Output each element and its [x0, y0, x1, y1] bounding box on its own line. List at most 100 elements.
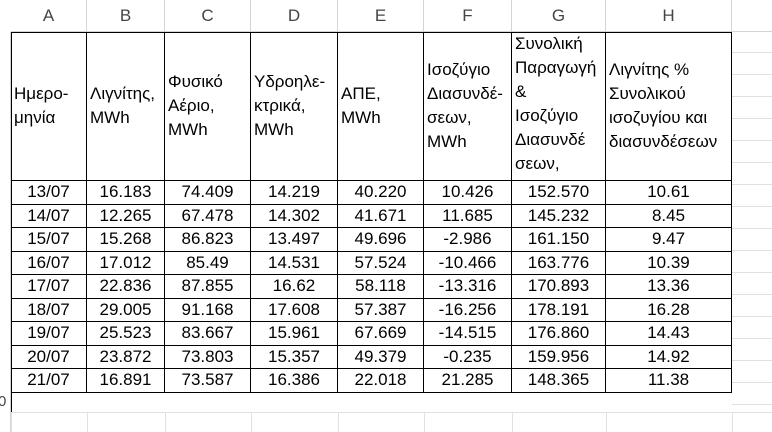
column-header-b[interactable]: B: [87, 0, 165, 32]
table-cell[interactable]: 74.409: [165, 181, 251, 205]
table-cell[interactable]: 13.36: [606, 275, 732, 299]
table-cell[interactable]: 17/07: [11, 275, 87, 299]
table-cell[interactable]: 15.268: [87, 228, 165, 252]
column-header-d[interactable]: D: [251, 0, 338, 32]
table-cell[interactable]: 85.49: [165, 251, 251, 275]
table-cell[interactable]: 14.92: [606, 345, 732, 369]
table-cell[interactable]: 178.191: [512, 298, 606, 322]
table-cell[interactable]: 25.523: [87, 322, 165, 346]
table-cell[interactable]: 17.012: [87, 251, 165, 275]
table-cell[interactable]: 23.872: [87, 345, 165, 369]
table-cell[interactable]: 16.891: [87, 369, 165, 393]
header-cell-a[interactable]: Ημερο- μηνία: [11, 32, 87, 181]
header-cell-d[interactable]: Υδροηλε- κτρικά, MWh: [251, 32, 338, 181]
table-cell[interactable]: 16.183: [87, 181, 165, 205]
table-cell[interactable]: 41.671: [338, 204, 424, 228]
table-cell[interactable]: 163.776: [512, 251, 606, 275]
header-text: Υδροηλε- κτρικά, MWh: [254, 72, 326, 139]
table-cell[interactable]: 22.018: [338, 369, 424, 393]
table-cell[interactable]: 58.118: [338, 275, 424, 299]
gridline: [732, 118, 772, 119]
table-cell[interactable]: -2.986: [424, 228, 512, 252]
table-cell[interactable]: 8.45: [606, 204, 732, 228]
table-cell[interactable]: 49.696: [338, 228, 424, 252]
table-cell[interactable]: -10.466: [424, 251, 512, 275]
table-cell[interactable]: 16/07: [11, 251, 87, 275]
gridline: [732, 96, 772, 97]
gridline: [732, 294, 772, 295]
column-header-h[interactable]: H: [606, 0, 732, 32]
table-cell[interactable]: 14.43: [606, 322, 732, 346]
gridline: [732, 184, 772, 185]
table-cell[interactable]: 15.961: [251, 322, 338, 346]
column-header-g[interactable]: G: [512, 0, 606, 32]
table-cell[interactable]: 57.387: [338, 298, 424, 322]
table-cell[interactable]: 17.608: [251, 298, 338, 322]
table-cell[interactable]: 170.893: [512, 275, 606, 299]
header-cell-h[interactable]: Λιγνίτης % Συνολικού ισοζυγίου και διασυ…: [606, 32, 732, 181]
table-cell[interactable]: 176.860: [512, 322, 606, 346]
table-cell[interactable]: 67.669: [338, 322, 424, 346]
table-cell[interactable]: 19/07: [11, 322, 87, 346]
table-cell[interactable]: 22.836: [87, 275, 165, 299]
table-cell[interactable]: 14/07: [11, 204, 87, 228]
table-cell[interactable]: 73.803: [165, 345, 251, 369]
table-cell[interactable]: 15/07: [11, 228, 87, 252]
gridline: [732, 382, 772, 383]
table-cell[interactable]: 15.357: [251, 345, 338, 369]
table-cell[interactable]: -14.515: [424, 322, 512, 346]
table-cell[interactable]: 87.855: [165, 275, 251, 299]
table-cell[interactable]: 10.61: [606, 181, 732, 205]
table-cell[interactable]: 20/07: [11, 345, 87, 369]
table-cell[interactable]: 67.478: [165, 204, 251, 228]
table-cell[interactable]: -16.256: [424, 298, 512, 322]
gridline: [87, 412, 88, 432]
table-cell[interactable]: 16.62: [251, 275, 338, 299]
header-text: Ισοζύγιο Διασυνδέ- σεων, MWh: [427, 60, 503, 151]
table-cell[interactable]: 152.570: [512, 181, 606, 205]
table-cell[interactable]: 159.956: [512, 345, 606, 369]
header-cell-e[interactable]: ΑΠΕ, MWh: [338, 32, 424, 181]
table-cell[interactable]: 18/07: [11, 298, 87, 322]
table-cell[interactable]: -13.316: [424, 275, 512, 299]
table-cell[interactable]: 16.386: [251, 369, 338, 393]
table-cell[interactable]: 11.38: [606, 369, 732, 393]
table-cell[interactable]: 14.302: [251, 204, 338, 228]
table-cell[interactable]: 86.823: [165, 228, 251, 252]
table-cell[interactable]: 10.426: [424, 181, 512, 205]
header-text: Συνολική Παραγωγή & Ισοζύγιο Διασυνδέ σε…: [515, 34, 597, 173]
table-cell[interactable]: 13/07: [11, 181, 87, 205]
table-cell[interactable]: 29.005: [87, 298, 165, 322]
table-cell[interactable]: 40.220: [338, 181, 424, 205]
column-header-c[interactable]: C: [165, 0, 251, 32]
header-cell-g[interactable]: Συνολική Παραγωγή & Ισοζύγιο Διασυνδέ σε…: [512, 32, 606, 181]
table-cell[interactable]: 21.285: [424, 369, 512, 393]
table-cell[interactable]: 161.150: [512, 228, 606, 252]
table-cell[interactable]: 9.47: [606, 228, 732, 252]
table-cell[interactable]: 14.531: [251, 251, 338, 275]
table-cell[interactable]: 16.28: [606, 298, 732, 322]
table-cell[interactable]: -0.235: [424, 345, 512, 369]
table-cell[interactable]: 73.587: [165, 369, 251, 393]
table-cell[interactable]: 21/07: [11, 369, 87, 393]
table-cell[interactable]: 83.667: [165, 322, 251, 346]
table-cell[interactable]: 11.685: [424, 204, 512, 228]
column-header-f[interactable]: F: [424, 0, 512, 32]
gridline: [165, 412, 166, 432]
header-cell-c[interactable]: Φυσικό Αέριο, MWh: [165, 32, 251, 181]
table-cell[interactable]: 145.232: [512, 204, 606, 228]
table-cell[interactable]: 14.219: [251, 181, 338, 205]
table-cell[interactable]: 148.365: [512, 369, 606, 393]
column-header-e[interactable]: E: [338, 0, 424, 32]
column-header-a[interactable]: A: [11, 0, 87, 32]
table-cell[interactable]: 49.379: [338, 345, 424, 369]
table-cell[interactable]: 10.39: [606, 251, 732, 275]
header-cell-b[interactable]: Λιγνίτης, MWh: [87, 32, 165, 181]
table-cell[interactable]: 13.497: [251, 228, 338, 252]
gridline: [732, 140, 772, 141]
table-cell[interactable]: 91.168: [165, 298, 251, 322]
table-cell[interactable]: 12.265: [87, 204, 165, 228]
header-cell-f[interactable]: Ισοζύγιο Διασυνδέ- σεων, MWh: [424, 32, 512, 181]
column-header-empty: [732, 0, 772, 32]
table-cell[interactable]: 57.524: [338, 251, 424, 275]
